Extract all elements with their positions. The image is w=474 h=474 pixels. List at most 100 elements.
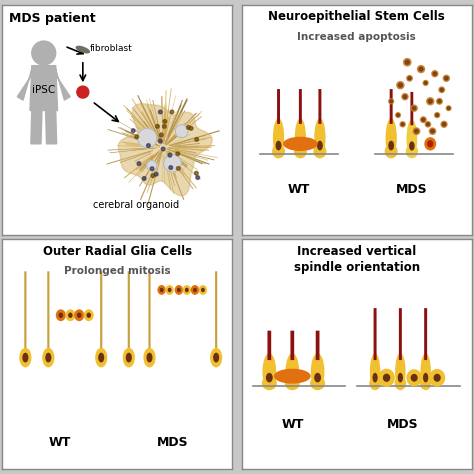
Ellipse shape xyxy=(427,140,433,147)
Ellipse shape xyxy=(68,312,73,318)
Ellipse shape xyxy=(146,353,153,363)
Circle shape xyxy=(142,177,146,180)
Ellipse shape xyxy=(266,373,273,383)
Circle shape xyxy=(425,122,430,127)
Ellipse shape xyxy=(388,141,394,150)
Circle shape xyxy=(399,83,402,87)
Circle shape xyxy=(397,82,404,89)
Circle shape xyxy=(412,107,416,110)
FancyBboxPatch shape xyxy=(374,308,376,360)
FancyBboxPatch shape xyxy=(215,271,217,355)
Ellipse shape xyxy=(410,374,418,382)
Ellipse shape xyxy=(395,353,406,390)
Ellipse shape xyxy=(420,353,431,390)
Ellipse shape xyxy=(289,373,296,383)
FancyBboxPatch shape xyxy=(277,89,280,124)
Circle shape xyxy=(390,100,392,103)
Ellipse shape xyxy=(126,353,132,363)
Circle shape xyxy=(423,81,428,85)
Circle shape xyxy=(439,87,445,92)
Circle shape xyxy=(411,105,417,111)
FancyBboxPatch shape xyxy=(128,271,130,355)
Ellipse shape xyxy=(434,374,441,382)
Circle shape xyxy=(396,113,401,118)
Circle shape xyxy=(194,172,198,175)
Ellipse shape xyxy=(314,373,321,383)
Ellipse shape xyxy=(76,46,90,53)
Ellipse shape xyxy=(262,376,277,390)
Circle shape xyxy=(170,110,174,114)
Ellipse shape xyxy=(313,144,327,158)
Ellipse shape xyxy=(182,285,191,295)
Circle shape xyxy=(176,166,180,170)
Circle shape xyxy=(440,88,443,91)
Circle shape xyxy=(400,122,405,127)
Ellipse shape xyxy=(298,141,303,150)
Ellipse shape xyxy=(273,118,284,157)
Text: Neuroepithelial Stem Cells: Neuroepithelial Stem Cells xyxy=(268,10,445,24)
Ellipse shape xyxy=(274,369,311,383)
Ellipse shape xyxy=(123,348,135,367)
Text: MDS: MDS xyxy=(387,418,419,431)
Polygon shape xyxy=(18,69,32,100)
Circle shape xyxy=(441,121,447,127)
Circle shape xyxy=(169,166,173,169)
Ellipse shape xyxy=(395,376,406,390)
FancyBboxPatch shape xyxy=(267,331,271,360)
FancyBboxPatch shape xyxy=(319,89,321,124)
Ellipse shape xyxy=(370,353,380,390)
Ellipse shape xyxy=(424,137,436,150)
Ellipse shape xyxy=(98,353,104,363)
Text: Increased apoptosis: Increased apoptosis xyxy=(297,32,416,42)
Circle shape xyxy=(31,40,56,66)
Circle shape xyxy=(437,99,442,104)
Ellipse shape xyxy=(210,348,222,367)
FancyBboxPatch shape xyxy=(100,271,102,355)
Circle shape xyxy=(137,128,157,148)
Ellipse shape xyxy=(175,285,183,295)
FancyBboxPatch shape xyxy=(299,89,302,124)
Circle shape xyxy=(163,125,166,128)
Ellipse shape xyxy=(294,144,307,158)
Ellipse shape xyxy=(378,369,395,387)
FancyBboxPatch shape xyxy=(424,308,427,360)
Text: Prolonged mitosis: Prolonged mitosis xyxy=(64,266,171,276)
Text: WT: WT xyxy=(288,183,310,196)
Text: Outer Radial Glia Cells: Outer Radial Glia Cells xyxy=(43,245,192,258)
Ellipse shape xyxy=(383,374,390,382)
Circle shape xyxy=(175,125,188,137)
FancyBboxPatch shape xyxy=(390,89,392,124)
Circle shape xyxy=(168,154,172,157)
Circle shape xyxy=(408,77,411,80)
Text: cerebral organoid: cerebral organoid xyxy=(92,200,179,210)
Ellipse shape xyxy=(285,376,300,390)
Text: WT: WT xyxy=(281,418,303,431)
Circle shape xyxy=(151,174,155,178)
Circle shape xyxy=(137,162,141,165)
FancyBboxPatch shape xyxy=(316,331,319,360)
Ellipse shape xyxy=(429,369,445,387)
Circle shape xyxy=(433,72,437,75)
Circle shape xyxy=(397,114,400,117)
Circle shape xyxy=(419,67,423,71)
Ellipse shape xyxy=(22,353,28,363)
Circle shape xyxy=(443,75,449,82)
Circle shape xyxy=(163,119,167,123)
Ellipse shape xyxy=(311,353,324,390)
Ellipse shape xyxy=(317,141,323,150)
Circle shape xyxy=(445,77,448,80)
Circle shape xyxy=(442,123,446,126)
Circle shape xyxy=(155,125,159,128)
FancyBboxPatch shape xyxy=(399,308,402,360)
Circle shape xyxy=(428,100,432,103)
Ellipse shape xyxy=(77,312,82,318)
Polygon shape xyxy=(30,66,57,110)
Polygon shape xyxy=(46,110,56,144)
Circle shape xyxy=(447,107,450,109)
Circle shape xyxy=(431,129,434,133)
Ellipse shape xyxy=(201,288,205,292)
Ellipse shape xyxy=(42,348,55,367)
Circle shape xyxy=(401,123,404,126)
Circle shape xyxy=(158,139,162,143)
Text: MDS patient: MDS patient xyxy=(9,12,96,25)
